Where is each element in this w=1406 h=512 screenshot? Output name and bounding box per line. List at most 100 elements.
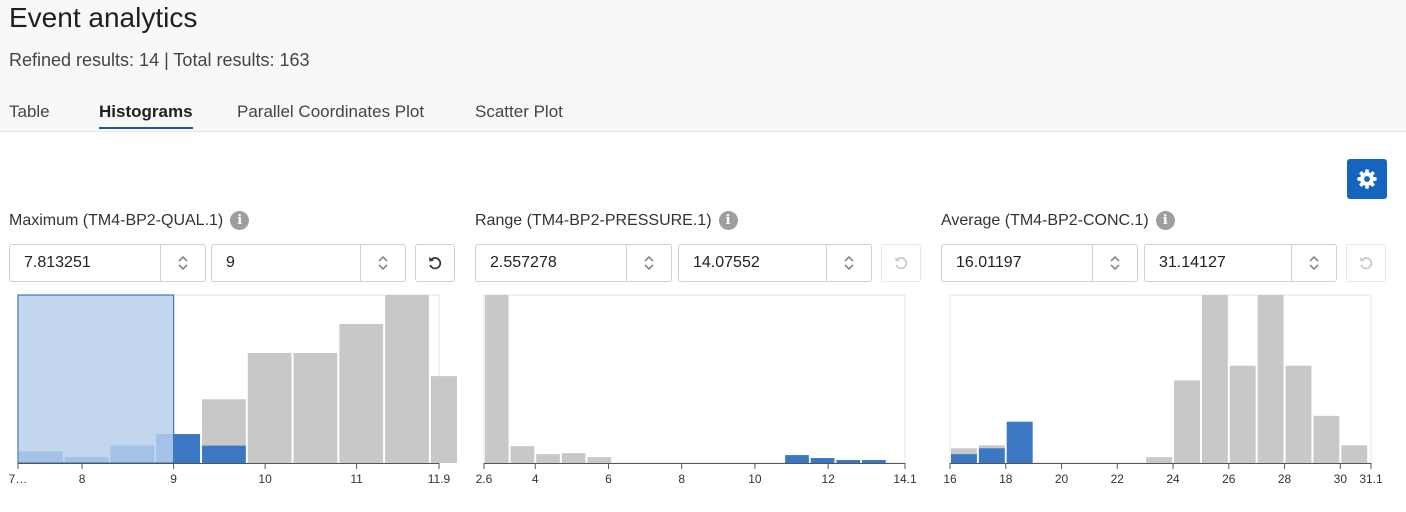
settings-button[interactable] [1347,159,1387,199]
x-tick-label-1: 8 [79,472,86,486]
histogram-bar-selected-4 [202,445,246,463]
x-tick-label-1: 18 [999,472,1013,486]
max-value-stepper[interactable] [826,245,871,281]
histogram-bar-2 [536,454,560,463]
spin-arrows-icon [644,255,654,271]
histogram-bar-3 [561,453,586,463]
histogram-bar-10 [1341,445,1368,463]
panel-title: Range (TM4-BP2-PRESSURE.1) [475,211,712,229]
plot-frame [483,294,906,464]
histogram-bar-4 [1174,380,1200,463]
panel-label: Maximum (TM4-BP2-QUAL.1) i [9,211,250,230]
x-tick-label-3: 22 [1111,472,1125,486]
min-value-input[interactable] [956,254,1086,272]
info-icon[interactable]: i [1155,211,1175,230]
spin-arrows-icon [844,255,854,271]
info-icon[interactable]: i [230,211,250,230]
histogram-bar-selected-5 [785,455,809,463]
x-tick-label-6: 14.1 [893,472,917,486]
histogram-chart-maximum[interactable]: 7… 8 9 10 11 11.9 [9,287,457,492]
spin-arrows-icon [1110,255,1120,271]
max-value-field [678,244,872,282]
max-value-input[interactable] [1159,254,1289,272]
histogram-bar-3 [1146,457,1173,463]
histogram-chart-average[interactable]: 16 18 20 22 24 26 28 30 31.1 [941,287,1389,492]
min-value-stepper[interactable] [1092,245,1137,281]
panel-title: Maximum (TM4-BP2-QUAL.1) [9,211,224,229]
x-tick-label-5: 12 [821,472,835,486]
x-tick-label-7: 30 [1334,472,1348,486]
reset-icon [429,257,442,270]
x-tick-label-8: 31.1 [1359,472,1383,486]
min-value-field [9,244,206,282]
reset-icon [1360,257,1373,270]
histogram-panel-range: Range (TM4-BP2-PRESSURE.1) i 2.6 4 6 8 10 12 1… [475,207,923,507]
histogram-bar-0 [485,295,509,463]
min-value-stepper[interactable] [626,245,671,281]
reset-button[interactable] [1346,244,1386,282]
x-tick-label-2: 9 [170,472,177,486]
histogram-bar-selected-0 [951,454,977,463]
histogram-panel-maximum: Maximum (TM4-BP2-QUAL.1) i 7… 8 9 10 11 11.9 [9,207,457,507]
max-value-field [1144,244,1337,282]
page-title: Event analytics [9,2,198,33]
histogram-bar-5 [1201,295,1228,463]
histogram-bar-7 [339,323,384,463]
tab-histograms[interactable]: Histograms [99,102,193,129]
histogram-bar-6 [293,352,338,463]
x-tick-label-4: 24 [1166,472,1180,486]
min-value-input[interactable] [24,254,154,272]
reset-button[interactable] [415,244,455,282]
reset-button[interactable] [881,244,921,282]
tab-scatter-plot[interactable]: Scatter Plot [475,102,563,121]
histogram-bar-selected-6 [810,458,835,463]
tab-table[interactable]: Table [9,102,50,121]
x-tick-label-0: 7… [9,472,27,486]
histogram-bar-7 [1257,295,1284,463]
min-value-field [941,244,1138,282]
brush-selection [17,294,175,464]
page-header: Event analytics Refined results: 14 | To… [0,0,1406,132]
histogram-bar-8 [385,295,429,463]
histogram-bar-selected-8 [862,460,886,463]
max-value-input[interactable] [226,254,356,272]
histogram-bar-9 [430,376,457,463]
histogram-bar-4 [587,457,612,463]
spin-arrows-icon [1309,255,1319,271]
x-tick-label-0: 2.6 [476,472,493,486]
spin-arrows-icon [378,255,388,271]
panel-label: Range (TM4-BP2-PRESSURE.1) i [475,211,738,230]
tab-parallel-coordinates[interactable]: Parallel Coordinates Plot [237,102,425,121]
min-value-stepper[interactable] [160,245,205,281]
spin-arrows-icon [178,255,188,271]
x-tick-label-0: 16 [943,472,957,486]
max-value-input[interactable] [693,254,823,272]
x-tick-label-4: 10 [748,472,762,486]
min-value-input[interactable] [490,254,620,272]
histogram-bar-8 [1285,365,1312,463]
x-tick-label-4: 11 [350,472,363,486]
histogram-bar-9 [1313,415,1340,463]
histogram-chart-range[interactable]: 2.6 4 6 8 10 12 14.1 [475,287,923,492]
histogram-bar-selected-7 [836,460,861,463]
x-tick-label-6: 28 [1278,472,1292,486]
max-value-stepper[interactable] [360,245,405,281]
panel-label: Average (TM4-BP2-CONC.1) i [941,211,1175,230]
x-tick-label-2: 6 [605,472,612,486]
max-value-stepper[interactable] [1291,245,1336,281]
x-tick-label-5: 11.9 [428,472,451,486]
max-value-field [211,244,406,282]
x-tick-label-3: 10 [258,472,272,486]
histogram-bar-5 [247,352,292,463]
reset-icon [895,257,908,270]
gear-icon [1357,169,1377,189]
histogram-bar-selected-2 [1006,421,1033,463]
histogram-bar-selected-1 [978,448,1005,463]
x-tick-label-3: 8 [678,472,685,486]
histogram-panel-average: Average (TM4-BP2-CONC.1) i 16 18 20 22 24 26 2… [941,207,1389,507]
min-value-field [475,244,672,282]
panel-title: Average (TM4-BP2-CONC.1) [941,211,1149,229]
histogram-bar-6 [1229,365,1256,463]
info-icon[interactable]: i [718,211,738,230]
x-tick-label-1: 4 [532,472,539,486]
